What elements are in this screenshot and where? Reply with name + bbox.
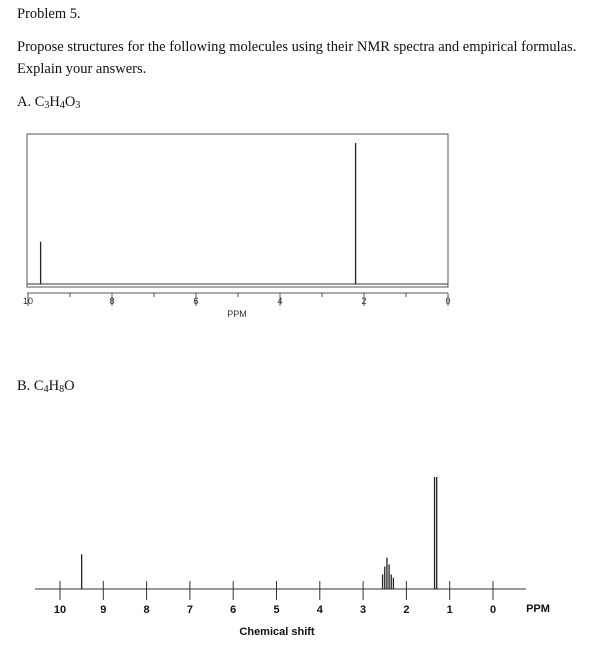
part-a-label: A. C3H4O3 — [17, 94, 80, 111]
spectrum-a-peaks — [39, 143, 357, 284]
part-b-c: C — [33, 378, 44, 394]
part-b-c-count: 4 — [43, 384, 49, 395]
spectrum-a-tick-label: 8 — [109, 296, 114, 306]
spectrum-a-frame — [26, 133, 449, 288]
spectrum-a-tick-label: 6 — [193, 296, 198, 306]
part-a-c: C — [34, 94, 45, 110]
part-a-h-count: 4 — [59, 100, 65, 111]
part-b-h-count: 8 — [59, 384, 65, 395]
spectrum-a-tick-label: 10 — [23, 296, 33, 306]
part-b-label: B. C4H8O — [17, 378, 75, 395]
spectrum-a-tick-label: 2 — [361, 296, 366, 306]
instruction-line-2: Explain your answers. — [17, 61, 147, 77]
part-b-o: O — [64, 378, 75, 394]
spectrum-a-ticks: 10 8 6 4 2 0 — [23, 293, 451, 306]
instruction-line-1: Propose structures for the following mol… — [17, 39, 577, 55]
spectrum-a-tick-label: 0 — [445, 296, 450, 306]
part-b-prefix: B. — [17, 378, 34, 394]
part-a-o: O — [64, 94, 76, 110]
problem-title: Problem 5. — [17, 6, 81, 22]
part-b-h: H — [48, 378, 60, 394]
part-a-prefix: A. — [17, 94, 35, 110]
part-a-c-count: 3 — [44, 100, 50, 111]
part-a-h: H — [49, 94, 60, 110]
spectrum-a-tick-label: 4 — [277, 296, 282, 306]
spectrum-a-axis-label: PPM — [227, 309, 247, 319]
part-a-o-count: 3 — [75, 100, 81, 111]
